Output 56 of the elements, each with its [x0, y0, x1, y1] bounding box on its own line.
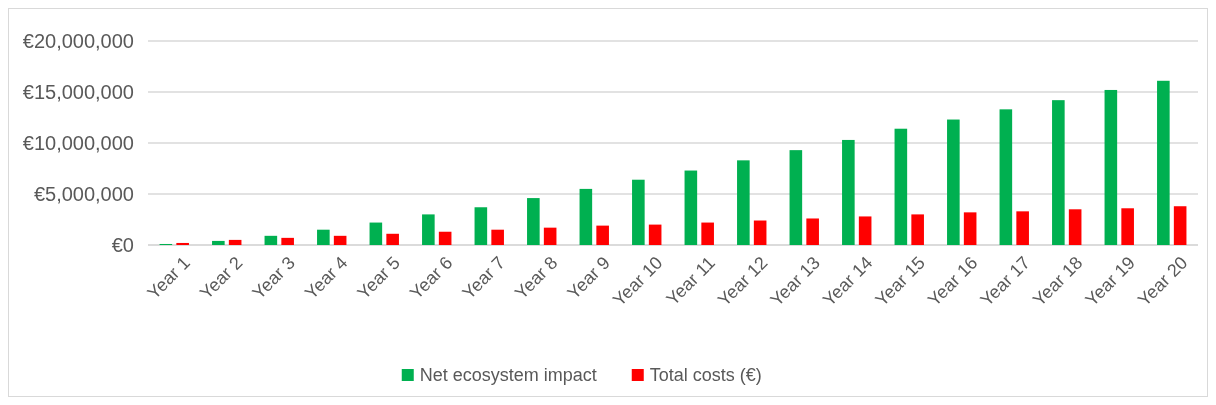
x-tick-label: Year 1 [143, 252, 194, 304]
bar [386, 233, 399, 245]
bar [212, 240, 225, 245]
bar [176, 242, 189, 245]
bar [789, 150, 803, 245]
bar [596, 225, 609, 245]
x-tick-label: Year 20 [1133, 252, 1192, 311]
x-tick-label: Year 8 [511, 252, 562, 304]
bar [858, 216, 872, 245]
bar [264, 235, 278, 245]
bar [911, 214, 924, 245]
bar [1121, 208, 1134, 245]
bar [1052, 100, 1065, 245]
legend-label: Net ecosystem impact [419, 365, 597, 386]
bar [737, 160, 750, 245]
y-tick-label: €10,000,000 [22, 132, 134, 154]
x-tick-label: Year 2 [196, 252, 247, 304]
bar [947, 119, 960, 245]
legend-label: Total costs (€) [649, 365, 762, 386]
bar [1157, 80, 1170, 245]
bar [369, 222, 383, 245]
y-tick-label: €0 [111, 234, 134, 256]
bar [999, 109, 1013, 245]
x-tick-label: Year 3 [248, 252, 299, 304]
x-tick-label: Year 7 [458, 252, 509, 304]
bar [228, 239, 242, 245]
bar [579, 188, 593, 245]
bar [543, 227, 557, 245]
bar [317, 229, 330, 245]
bar [963, 212, 977, 245]
y-tick-label: €15,000,000 [22, 81, 134, 103]
bar [806, 218, 819, 245]
bar [842, 139, 855, 245]
bar [491, 229, 504, 245]
bar [684, 170, 698, 245]
bar [701, 222, 714, 245]
bar [281, 237, 294, 245]
bar [1068, 209, 1082, 245]
bar [632, 179, 645, 245]
bar [1173, 206, 1187, 245]
x-tick-label: Year 5 [353, 252, 404, 304]
bar [474, 207, 488, 245]
x-tick-label: Year 4 [301, 252, 352, 304]
bar [333, 235, 347, 245]
bar [1016, 211, 1029, 245]
bar [894, 128, 908, 245]
bar [527, 198, 540, 245]
bar [753, 220, 767, 245]
bar [438, 231, 452, 245]
bar [648, 224, 662, 245]
bar [422, 214, 435, 245]
x-tick-label: Year 10 [608, 252, 667, 311]
x-tick-label: Year 6 [406, 252, 457, 304]
bar [1104, 89, 1118, 245]
y-tick-label: €20,000,000 [22, 30, 134, 52]
y-tick-label: €5,000,000 [33, 183, 134, 205]
